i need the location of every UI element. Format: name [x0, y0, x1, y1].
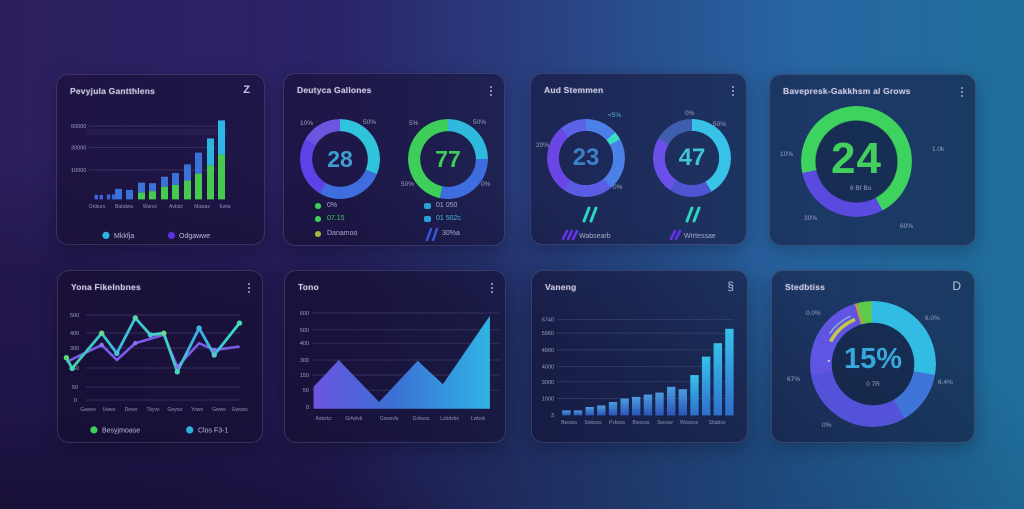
svg-text:500: 500: [70, 313, 79, 319]
svg-text:Tkyvs: Tkyvs: [146, 407, 160, 413]
svg-text:50: 50: [72, 385, 78, 391]
svg-text:Gaswo: Gaswo: [80, 407, 96, 413]
svg-text:Warso: Warso: [143, 204, 157, 210]
svg-text:Odgawwe: Odgawwe: [179, 233, 210, 240]
svg-text:3000: 3000: [542, 380, 554, 386]
svg-text:Swvsw: Swvsw: [657, 420, 673, 426]
svg-text:4900: 4900: [542, 348, 554, 354]
svg-text:10000: 10000: [71, 168, 86, 174]
svg-text:4000: 4000: [542, 365, 554, 371]
svg-text:0: 0: [74, 398, 77, 404]
svg-text:Uwes: Uwes: [103, 407, 116, 413]
svg-text:Cewzvls: Cewzvls: [380, 416, 399, 422]
svg-text:Sbabss: Sbabss: [709, 420, 726, 426]
svg-text:Ewwss: Ewwss: [232, 407, 248, 413]
svg-text:60000: 60000: [71, 124, 86, 130]
svg-text:300: 300: [300, 358, 309, 364]
svg-text:Babdwa: Babdwa: [115, 204, 133, 210]
svg-text:Bwsvss: Bwsvss: [633, 420, 650, 426]
svg-text:5960: 5960: [542, 331, 554, 337]
svg-text:Lsbdvbs: Lsbdvbs: [440, 416, 459, 422]
svg-text:Bwswa: Bwswa: [561, 420, 577, 426]
svg-text:600: 600: [300, 311, 309, 317]
svg-text:Mkkfja: Mkkfja: [114, 233, 134, 240]
svg-text:Gvbvss: Gvbvss: [413, 416, 430, 422]
svg-text:Ewta: Ewta: [219, 204, 230, 210]
svg-text:300: 300: [70, 346, 79, 352]
svg-text:150: 150: [300, 373, 309, 379]
svg-text:50: 50: [303, 388, 309, 394]
svg-text:Gwws: Gwws: [212, 407, 226, 413]
svg-text:30000: 30000: [71, 146, 86, 152]
svg-text:6740: 6740: [542, 318, 554, 324]
svg-text:Clos F3-1: Clos F3-1: [198, 428, 228, 435]
svg-text:Swbsss: Swbsss: [584, 420, 602, 426]
svg-text:Asbzkz: Asbzkz: [316, 416, 333, 422]
svg-text:Wrrtessae: Wrrtessae: [684, 233, 716, 240]
svg-text:Pvbsss: Pvbsss: [609, 420, 626, 426]
svg-text:Geywz: Geywz: [167, 407, 183, 413]
svg-text:Grfwlvb: Grfwlvb: [345, 416, 362, 422]
svg-text:400: 400: [70, 331, 79, 337]
svg-text:Wswzss: Wswzss: [680, 420, 699, 426]
svg-text:Wabsearb: Wabsearb: [579, 233, 611, 240]
svg-text:Avbdz: Avbdz: [169, 204, 183, 210]
svg-text:Yowo: Yowo: [191, 407, 203, 413]
svg-text:0: 0: [306, 405, 309, 411]
svg-text:Onburs: Onburs: [89, 204, 106, 210]
svg-text:Lwbvb: Lwbvb: [471, 416, 486, 422]
svg-text:Besyjmoase: Besyjmoase: [102, 428, 140, 435]
svg-text:Mawaz: Mawaz: [194, 204, 210, 210]
svg-text:1000: 1000: [542, 397, 554, 403]
svg-text:400: 400: [300, 341, 309, 347]
svg-text:500: 500: [300, 328, 309, 334]
svg-text:3: 3: [551, 413, 554, 419]
svg-text:Dewo: Dewo: [125, 407, 138, 413]
